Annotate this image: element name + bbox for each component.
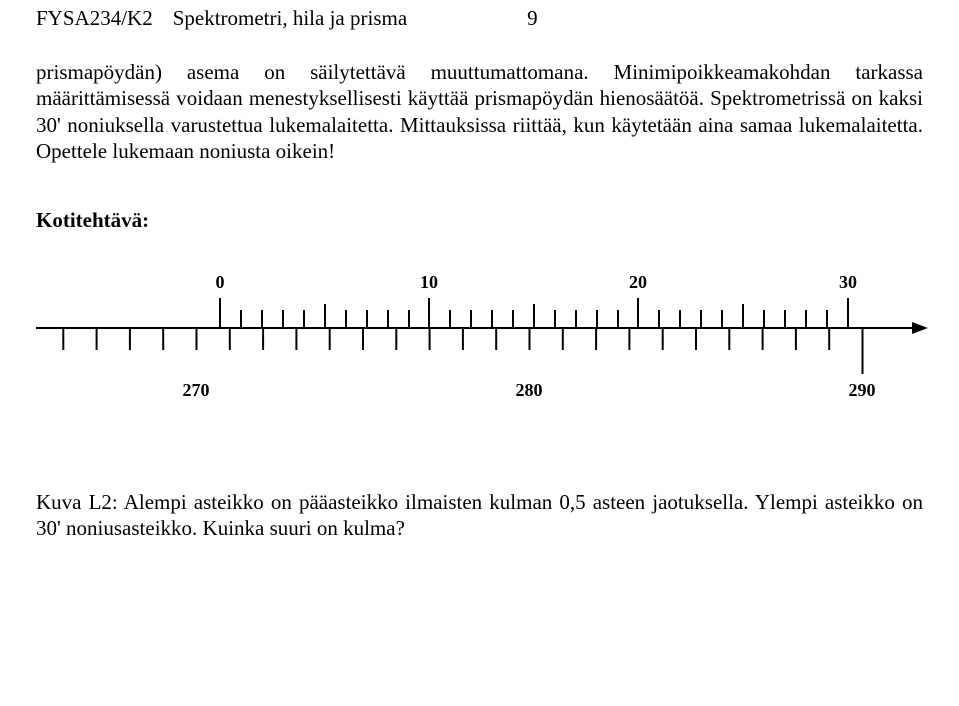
svg-text:0: 0	[216, 272, 225, 292]
vernier-svg: 0 10 20 30 270 280 290	[36, 253, 936, 453]
svg-text:280: 280	[516, 380, 543, 400]
header-title: Spektrometri, hila ja prisma	[173, 6, 407, 31]
svg-text:30: 30	[839, 272, 857, 292]
body-paragraph: prismapöydän) asema on säilytettävä muut…	[36, 59, 923, 164]
header-page-number: 9	[527, 6, 538, 31]
svg-text:10: 10	[420, 272, 438, 292]
section-heading: Kotitehtävä:	[36, 208, 923, 233]
svg-text:270: 270	[183, 380, 210, 400]
figure-caption: Kuva L2: Alempi asteikko on pääasteikko …	[36, 489, 923, 542]
page-header: FYSA234/K2 Spektrometri, hila ja prisma …	[36, 6, 923, 31]
svg-text:20: 20	[629, 272, 647, 292]
vernier-figure: 0 10 20 30 270 280 290	[36, 253, 923, 453]
svg-text:290: 290	[849, 380, 876, 400]
header-code: FYSA234/K2	[36, 6, 153, 31]
